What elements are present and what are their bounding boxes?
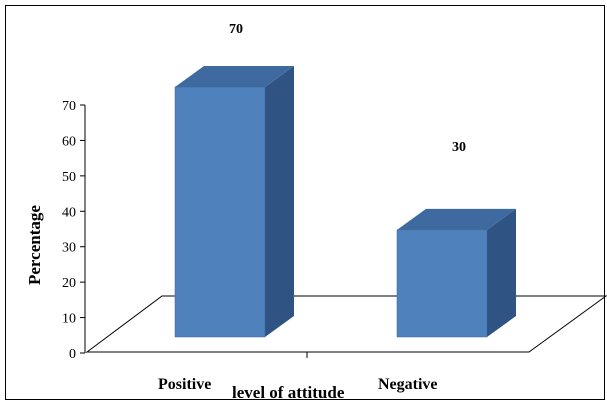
y-tick-label: 70 <box>62 99 76 114</box>
data-label-negative: 30 <box>452 140 466 155</box>
y-tick-label: 10 <box>62 312 76 327</box>
bar-top <box>397 208 516 230</box>
y-tick-label: 40 <box>62 205 76 220</box>
y-tick-label: 30 <box>62 241 76 256</box>
bar-side <box>487 208 516 337</box>
bar-front <box>174 86 266 338</box>
category-label-positive: Positive <box>158 376 211 393</box>
bar-side <box>265 66 294 337</box>
bar-positive <box>174 66 294 338</box>
y-tick-label: 0 <box>69 347 76 362</box>
y-tick-label: 20 <box>62 276 76 291</box>
y-tick-label: 60 <box>62 134 76 149</box>
y-tick-label: 50 <box>62 170 76 185</box>
category-label-negative: Negative <box>378 376 438 393</box>
bar-group <box>174 66 516 338</box>
bar-front <box>396 229 488 338</box>
x-axis-label: level of attitude <box>232 383 345 402</box>
y-axis-label: Percentage <box>25 205 44 285</box>
chart-floor <box>85 295 607 353</box>
bar-negative <box>396 208 516 338</box>
bar-top <box>175 66 294 87</box>
chart-frame <box>5 5 605 400</box>
data-label-positive: 70 <box>229 22 243 37</box>
y-tick-group: 0 10 20 30 40 50 60 70 <box>62 99 85 362</box>
